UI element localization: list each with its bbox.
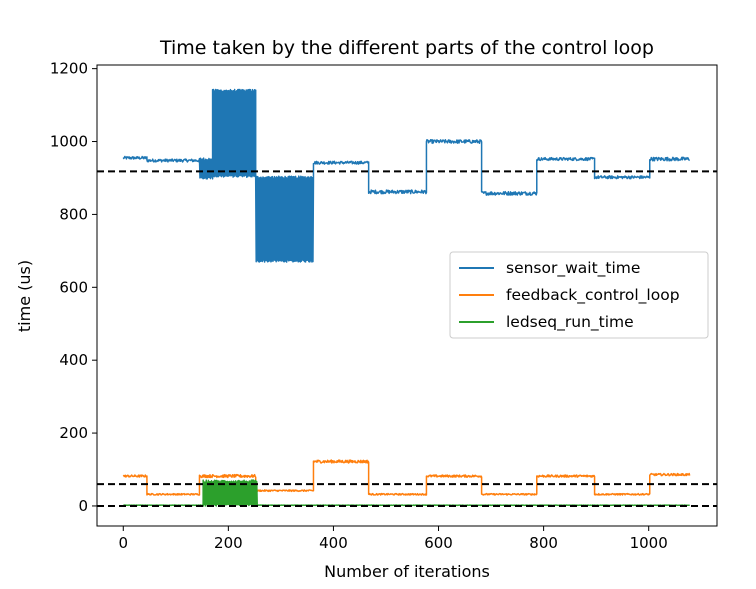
y-tick-label: 1200	[50, 60, 88, 78]
y-tick-label: 800	[59, 205, 88, 223]
chart-title: Time taken by the different parts of the…	[159, 37, 654, 59]
x-tick-label: 0	[118, 534, 128, 552]
y-tick-label: 0	[78, 497, 88, 515]
y-tick-label: 600	[59, 278, 88, 296]
series-line-feedback_control_loop	[122, 459, 691, 496]
legend-box	[449, 251, 709, 339]
plot-frame	[96, 64, 718, 527]
axes: 0 200 400 600 800 1000 0 200 400 600 800 1000 1200	[50, 60, 718, 552]
y-tick-label: 400	[59, 351, 88, 369]
legend-label: ledseq_run_time	[506, 313, 634, 332]
x-tick-label: 1000	[630, 534, 668, 552]
x-tick-label: 400	[319, 534, 348, 552]
series-line-sensor_wait_time	[122, 88, 690, 263]
x-axis-label: Number of iterations	[324, 562, 490, 581]
plot-area	[97, 88, 717, 508]
legend: sensor_wait_time feedback_control_loopled…	[449, 251, 709, 339]
y-tick-label: 1000	[50, 133, 88, 151]
y-tick-label: 200	[59, 424, 88, 442]
y-axis-label: time (us)	[15, 260, 34, 332]
x-tick-label: 800	[529, 534, 558, 552]
x-tick-label: 600	[424, 534, 453, 552]
x-tick-label: 200	[214, 534, 243, 552]
legend-label: feedback_control_loop	[506, 286, 680, 305]
legend-label: sensor_wait_time	[506, 259, 640, 278]
